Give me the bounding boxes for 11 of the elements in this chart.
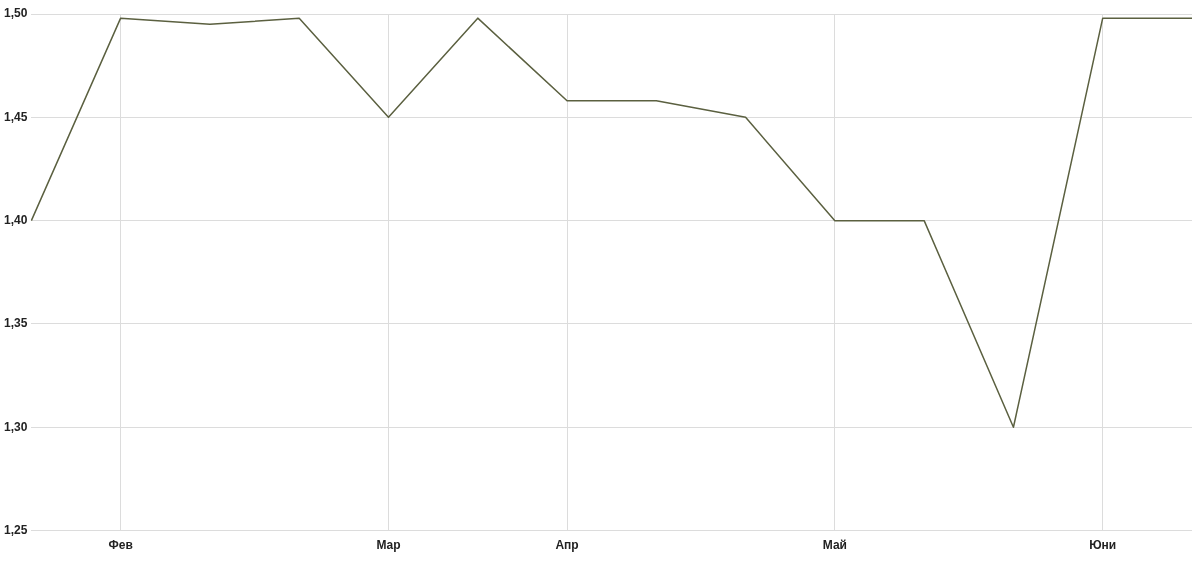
x-tick-label: Юни [1089,538,1117,553]
y-tick-label: 1,40 [4,212,28,227]
x-tick-label: Май [822,538,847,553]
y-tick-label: 1,35 [4,316,28,331]
y-tick-label: 1,50 [4,6,28,21]
x-tick-label: Фев [108,538,133,553]
y-tick-label: 1,45 [4,109,28,124]
y-tick-label: 1,30 [4,419,28,434]
x-tick-label: Апр [555,538,579,553]
y-tick-label: 1,25 [4,522,28,537]
x-tick-label: Мар [376,538,401,553]
